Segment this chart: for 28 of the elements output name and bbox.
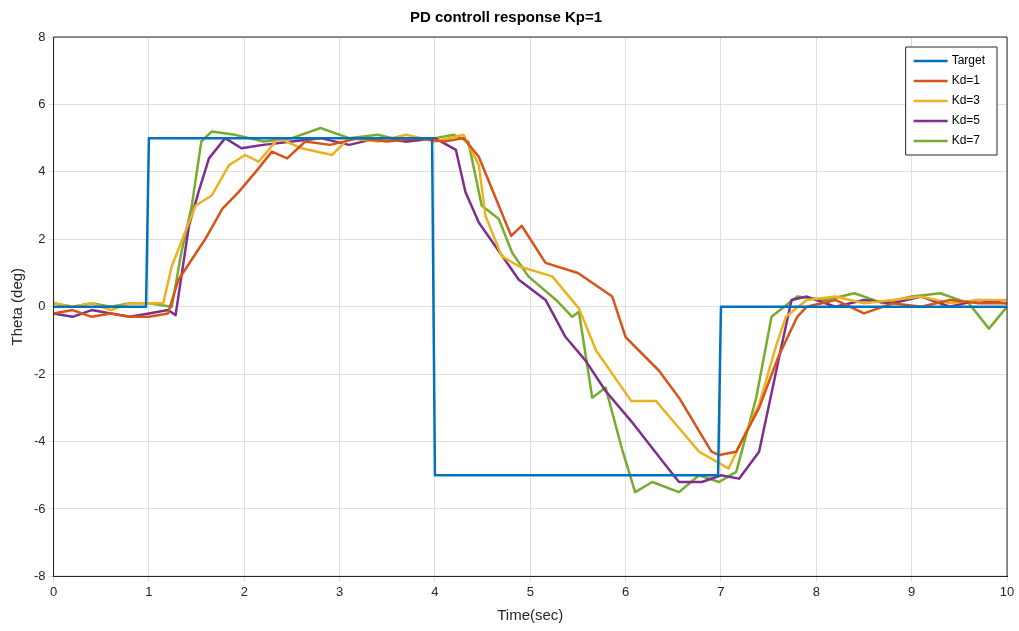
x-axis-title: Time(sec) — [497, 606, 564, 624]
x-tick-label: 2 — [240, 583, 248, 599]
legend-label: Kd=7 — [951, 133, 981, 148]
y-tick-label: 2 — [38, 230, 46, 246]
x-tick-label: 9 — [908, 583, 916, 599]
x-tick-label: 7 — [717, 583, 725, 599]
x-tick-label: 1 — [145, 583, 153, 599]
x-tick-label: 10 — [999, 583, 1015, 599]
x-tick-label: 6 — [622, 583, 630, 599]
y-tick-label: -8 — [34, 567, 46, 583]
y-tick-label: -2 — [34, 365, 46, 381]
legend-label: Kd=3 — [951, 93, 981, 108]
y-tick-label: 6 — [38, 96, 46, 111]
legend-label: Target — [951, 53, 986, 68]
x-tick-label: 4 — [431, 583, 439, 599]
chart-title: PD controll response Kp=1 — [409, 8, 603, 26]
y-axis-title: Theta (deg) — [8, 267, 26, 346]
legend-label: Kd=1 — [951, 73, 981, 88]
y-tick-label: 0 — [38, 298, 46, 314]
y-tick-label: 4 — [38, 163, 46, 179]
x-tick-label: 0 — [49, 583, 58, 599]
legend-label: Kd=5 — [951, 113, 981, 128]
y-tick-label: -6 — [34, 500, 46, 516]
x-tick-label: 3 — [335, 583, 344, 599]
x-tick-label: 8 — [812, 583, 820, 599]
y-tick-label: -4 — [34, 433, 46, 449]
x-tick-label: 5 — [526, 583, 534, 599]
y-tick-label: 8 — [38, 28, 46, 44]
